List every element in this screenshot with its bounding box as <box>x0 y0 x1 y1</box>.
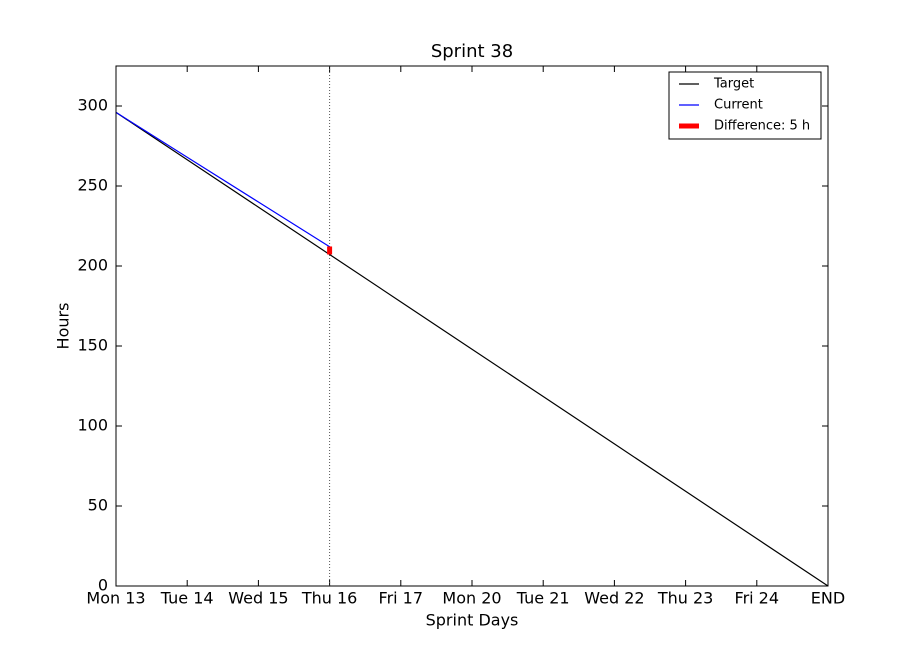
x-tick-label: END <box>811 589 845 608</box>
x-tick-label: Thu 16 <box>301 589 358 608</box>
x-tick-label: Fri 24 <box>735 589 780 608</box>
x-tick-label: Tue 14 <box>160 589 214 608</box>
chart-title: Sprint 38 <box>431 41 513 62</box>
x-tick-label: Wed 15 <box>228 589 288 608</box>
legend-label: Current <box>714 98 763 113</box>
x-tick-label: Thu 23 <box>657 589 714 608</box>
series-line <box>115 111 829 587</box>
series-line <box>115 111 330 248</box>
legend-label: Target <box>713 77 754 92</box>
legend: Target Current Difference: 5 h <box>668 71 822 140</box>
x-tick-label: Mon 20 <box>442 589 501 608</box>
x-tick-label: Fri 17 <box>379 589 424 608</box>
y-tick-label: 100 <box>77 416 108 435</box>
y-tick-label: 250 <box>77 176 108 195</box>
y-tick-label: 0 <box>98 576 108 595</box>
x-tick-label: Tue 21 <box>516 589 570 608</box>
y-tick-label: 150 <box>77 336 108 355</box>
y-tick-label: 200 <box>77 256 108 275</box>
legend-label: Difference: 5 h <box>714 119 810 134</box>
y-tick-label: 300 <box>77 96 108 115</box>
plot-frame <box>115 65 829 587</box>
y-axis-label: Hours <box>54 303 73 350</box>
x-tick-label: Wed 22 <box>584 589 644 608</box>
y-tick-label: 50 <box>88 496 108 515</box>
x-axis-label: Sprint Days <box>426 611 519 630</box>
x-tick-label: Mon 13 <box>86 589 145 608</box>
